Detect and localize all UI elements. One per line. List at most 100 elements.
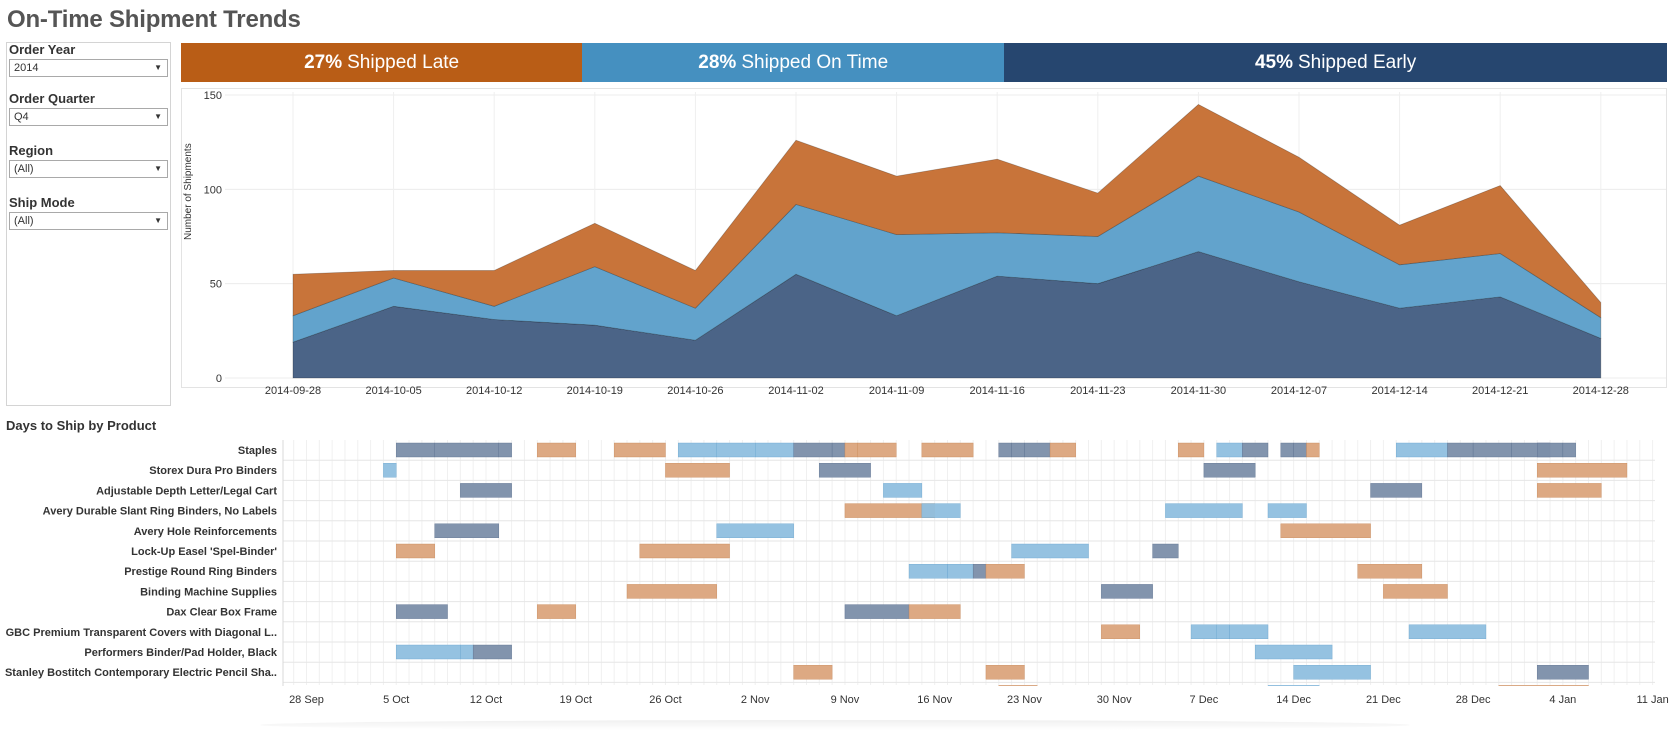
gantt-bar-on-time[interactable] [1216, 442, 1243, 458]
gantt-bar-early[interactable] [793, 442, 833, 458]
gantt-bar-late[interactable] [985, 563, 1025, 579]
dropdown-arrow-icon: ▼ [154, 112, 162, 121]
gantt-bar-on-time[interactable] [921, 503, 961, 518]
gantt-bar-early[interactable] [1472, 442, 1512, 458]
gantt-bar-late[interactable] [844, 503, 935, 518]
gantt-bar-late[interactable] [1357, 563, 1423, 579]
gantt-bar-early[interactable] [819, 463, 871, 478]
late-segment[interactable]: 27% Shipped Late [181, 43, 583, 82]
gantt-bar-on-time[interactable] [947, 563, 974, 579]
gantt-bar-early[interactable] [1293, 442, 1307, 458]
gantt-bar-late[interactable] [613, 442, 666, 458]
order-year-label: Order Year [9, 42, 76, 57]
gantt-bar-on-time[interactable] [1216, 624, 1230, 640]
area-series-on-time[interactable] [292, 175, 1602, 343]
gantt-bar-early[interactable] [1280, 442, 1294, 458]
gantt-bar-early[interactable] [972, 563, 987, 579]
gantt-bar-late[interactable] [396, 543, 435, 559]
gantt-bar-early[interactable] [434, 442, 500, 458]
gantt-bar-late[interactable] [1537, 483, 1602, 498]
gantt-bar-late[interactable] [626, 584, 717, 599]
gantt-bar-early[interactable] [1152, 543, 1179, 559]
gantt-bar-early[interactable] [998, 442, 1012, 458]
gantt-bar-early[interactable] [396, 604, 448, 619]
page-title: On-Time Shipment Trends [7, 6, 301, 33]
gantt-bar-early[interactable] [1203, 463, 1256, 478]
gantt-bar-late[interactable] [985, 664, 1025, 680]
gantt-bar-on-time[interactable] [1165, 503, 1243, 518]
gantt-bar-late[interactable] [639, 543, 730, 559]
gantt-bar-late[interactable] [1178, 442, 1205, 458]
gantt-bar-early[interactable] [1537, 664, 1589, 680]
gantt-title: Days to Ship by Product [6, 418, 157, 433]
gantt-bar-early[interactable] [831, 442, 846, 458]
gantt-bar-on-time[interactable] [883, 483, 923, 498]
region-select[interactable]: (All) ▼ [9, 160, 168, 178]
gantt-bar-on-time[interactable] [678, 442, 717, 458]
gantt-bar-on-time[interactable] [1408, 624, 1487, 640]
order-year-select[interactable]: 2014 ▼ [9, 59, 168, 77]
gantt-bar-on-time[interactable] [1190, 624, 1217, 640]
gantt-bar-early[interactable] [844, 604, 910, 619]
gantt-bar-on-time[interactable] [1229, 624, 1269, 640]
gantt-bar-late[interactable] [921, 442, 974, 458]
gantt-bar-early[interactable] [1242, 442, 1269, 458]
gantt-bar-late[interactable] [665, 463, 730, 478]
gantt-bar-late[interactable] [1280, 523, 1371, 539]
early-percent: 45% [1254, 51, 1293, 73]
gantt-bar-on-time[interactable] [908, 563, 948, 579]
gantt-bar-on-time[interactable] [1395, 442, 1448, 458]
gantt-bar-early[interactable] [1537, 442, 1564, 458]
gantt-bar-late[interactable] [1383, 584, 1448, 599]
gantt-bar-early[interactable] [460, 483, 512, 498]
gantt-bar-on-time[interactable] [1267, 685, 1320, 699]
gantt-bar-late[interactable] [998, 685, 1038, 699]
gantt-bar-late[interactable] [1306, 442, 1320, 458]
gantt-bar-early[interactable] [1101, 584, 1153, 599]
gantt-bar-on-time[interactable] [755, 442, 794, 458]
area-series-late[interactable] [292, 103, 1602, 319]
y-tick-label: 150 [204, 90, 222, 102]
gantt-bar-on-time[interactable] [1254, 644, 1333, 660]
gantt-bottom-mask [0, 686, 1678, 725]
gantt-bar-on-time[interactable] [1011, 543, 1089, 559]
gantt-bar-on-time[interactable] [383, 463, 397, 478]
gantt-bar-early[interactable] [1011, 442, 1025, 458]
shipments-area-chart[interactable]: 0 50 100 150 2014-09-28 2014-10-05 2014-10-12 2… [0, 0, 1678, 410]
gantt-bar-early[interactable] [1024, 442, 1051, 458]
gantt-bar-early[interactable] [498, 442, 512, 458]
gantt-bar-late[interactable] [1101, 624, 1140, 640]
days-to-ship-gantt[interactable]: Staples Storex Dura Pro Binders Adjustable… [0, 435, 1678, 725]
ship-mode-label: Ship Mode [9, 195, 75, 210]
gantt-bar-late[interactable] [793, 664, 833, 680]
gantt-bar-early[interactable] [1447, 442, 1474, 458]
on-time-segment[interactable]: 28% Shipped On Time [582, 43, 1005, 82]
gantt-bar-on-time[interactable] [716, 523, 794, 539]
gantt-bar-early[interactable] [1562, 442, 1576, 458]
gantt-bar-late[interactable] [537, 442, 576, 458]
gantt-x-tick: 2 Nov [741, 694, 770, 706]
gantt-bar-early[interactable] [434, 523, 500, 539]
gantt-bar-on-time[interactable] [460, 644, 474, 660]
gantt-bar-late[interactable] [1049, 442, 1076, 458]
gantt-bar-late[interactable] [1537, 463, 1628, 478]
area-chart-frame [181, 88, 1667, 388]
product-label: Avery Hole Reinforcements [134, 526, 277, 538]
gantt-bar-early[interactable] [396, 442, 435, 458]
gantt-bar-late[interactable] [537, 604, 576, 619]
gantt-bar-late[interactable] [1498, 685, 1589, 699]
gantt-bar-on-time[interactable] [1267, 503, 1307, 518]
gantt-bar-on-time[interactable] [716, 442, 756, 458]
gantt-bar-late[interactable] [844, 442, 858, 458]
ship-mode-select[interactable]: (All) ▼ [9, 212, 168, 230]
gantt-bar-early[interactable] [472, 644, 512, 660]
bottom-shadow [260, 720, 1410, 730]
order-quarter-select[interactable]: Q4 ▼ [9, 108, 168, 126]
gantt-bar-on-time[interactable] [396, 644, 461, 660]
gantt-bar-late[interactable] [857, 442, 897, 458]
gantt-bar-early[interactable] [1370, 483, 1423, 498]
x-tick-label: 2014-12-28 [1573, 385, 1629, 397]
gantt-bar-on-time[interactable] [1293, 664, 1371, 680]
early-segment[interactable]: 45% Shipped Early [1004, 43, 1667, 82]
gantt-bar-late[interactable] [908, 604, 961, 619]
